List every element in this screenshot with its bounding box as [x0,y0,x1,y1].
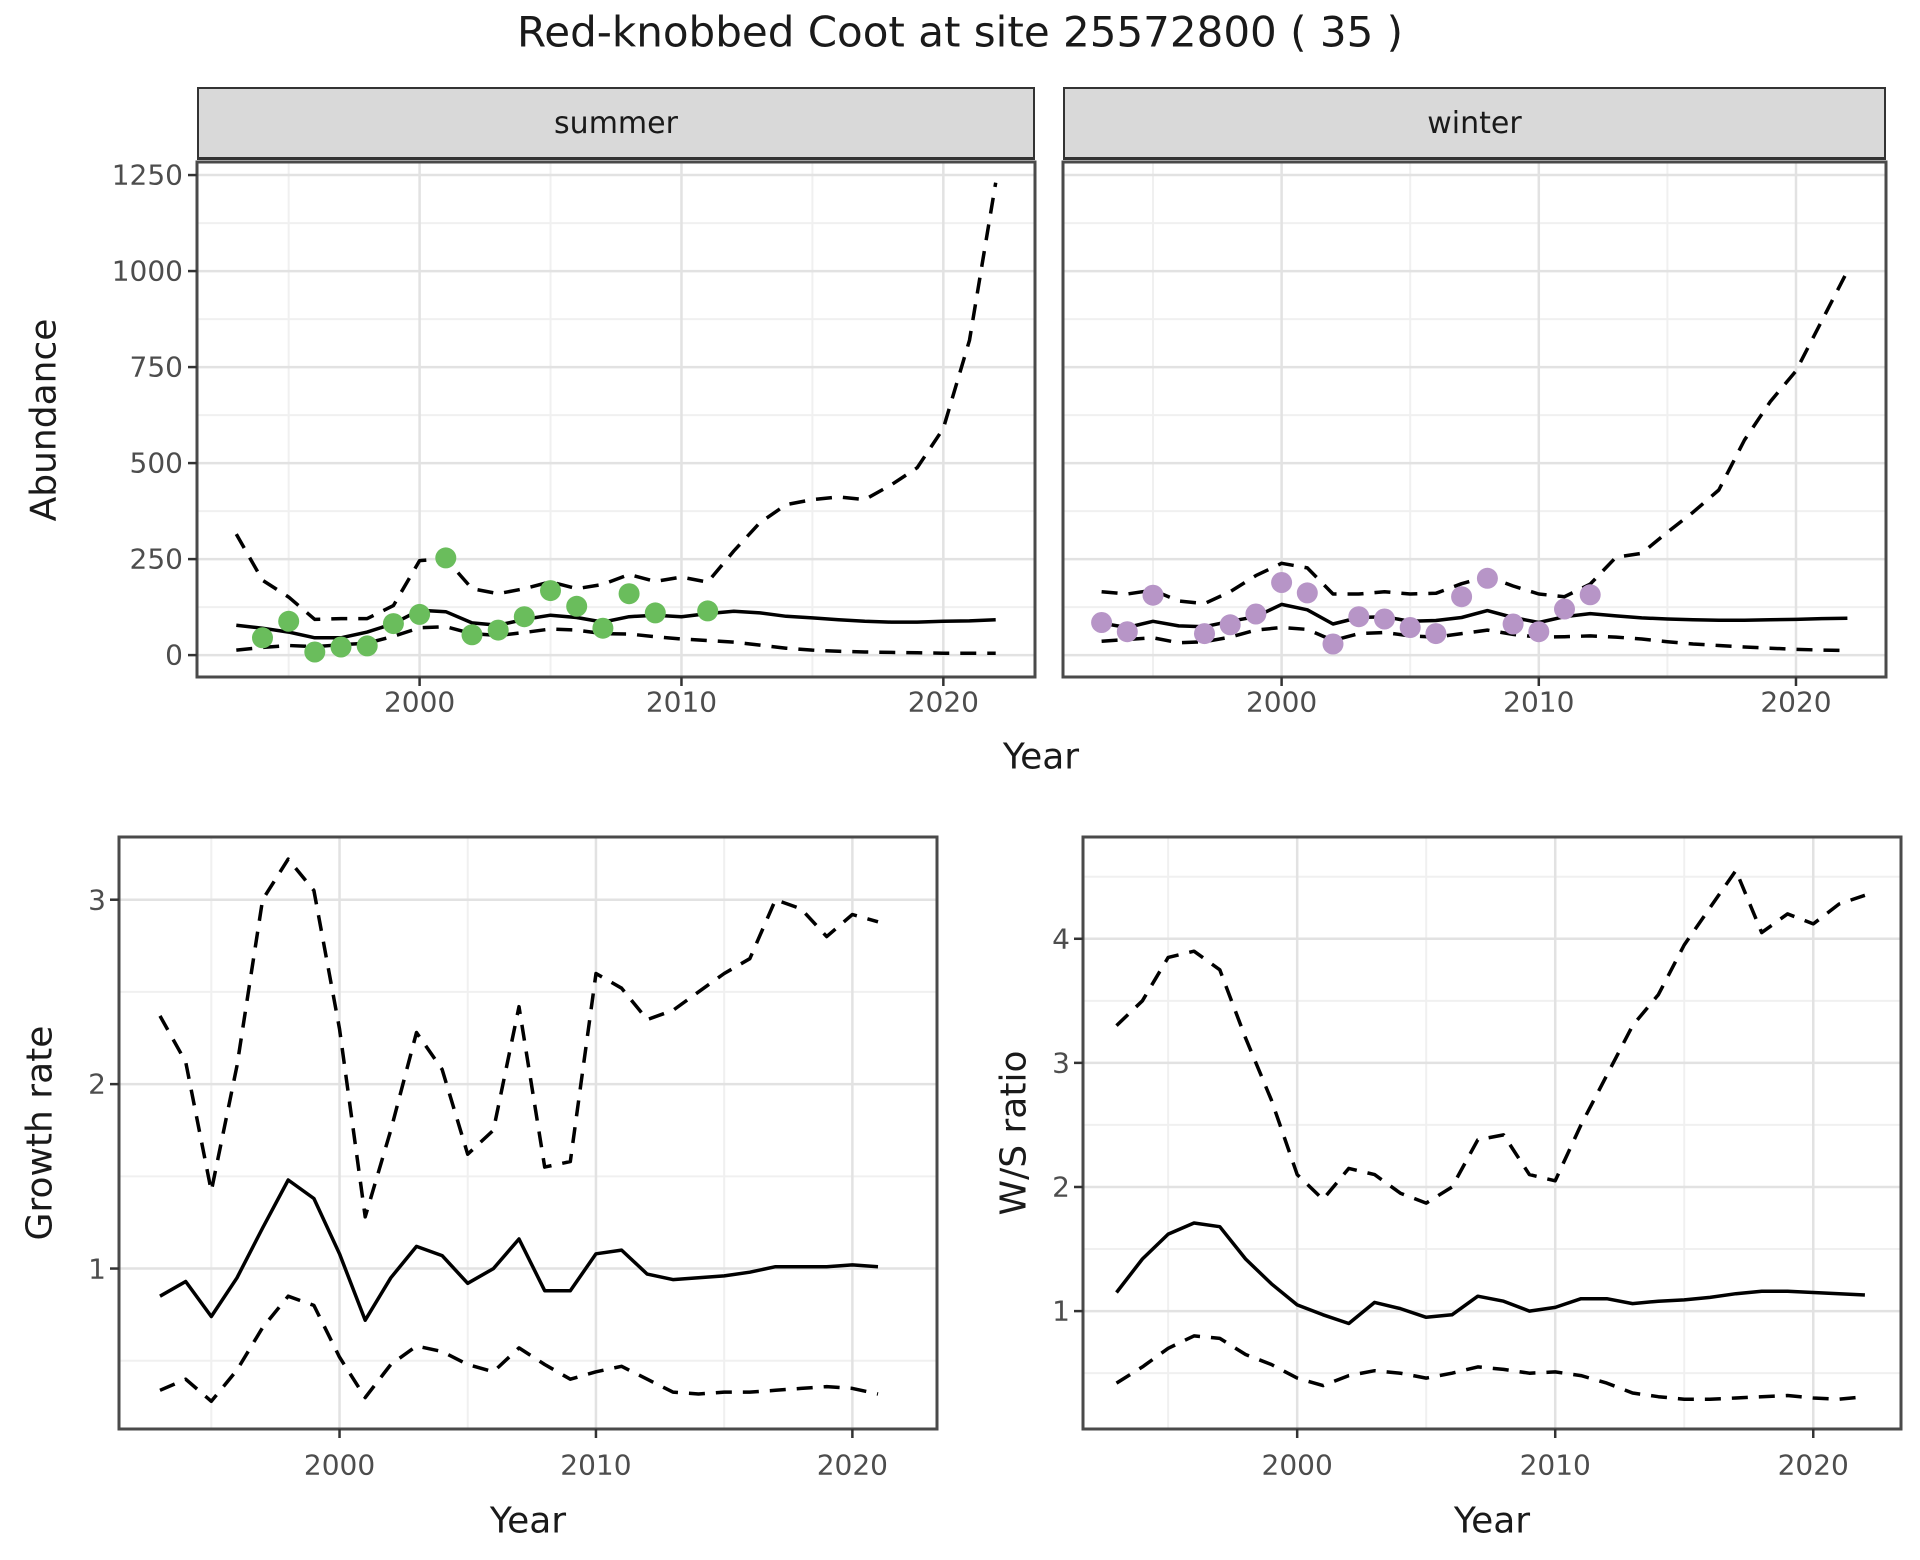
abundance-winter-data-point [1502,613,1524,635]
abundance-summer-data-point [618,583,640,605]
abundance-summer-panel-bg [197,162,1035,677]
abundance-summer-data-point [382,613,404,635]
abundance-winter-data-point [1116,621,1138,643]
abundance-summer-y-tick-label: 250 [129,542,183,576]
ws-ratio-x-tick-label: 2020 [1777,1448,1849,1482]
ws-ratio-y-tick-label: 3 [1052,1046,1070,1080]
abundance-winter-data-point [1399,617,1421,638]
abundance-winter-x-tick-label: 2020 [1760,685,1832,719]
abundance-winter-data-point [1425,623,1447,645]
x-axis-title-year-bottom-left: Year [489,1500,567,1542]
ws-ratio-median-line [1115,1221,1865,1326]
abundance-summer-data-point [592,617,614,639]
abundance-summer-data-point [409,603,431,625]
abundance-winter-data-point [1194,623,1215,645]
ws-ratio-x-tick-label: 2010 [1519,1448,1591,1482]
facet-strip-winter: winter [1063,87,1886,160]
ws-ratio-lower_ci-line [1115,1334,1866,1401]
y-axis-title-abundance: Abundance [23,318,65,522]
abundance-winter-median-line [1101,602,1848,630]
growth-rate-y-tick-label: 2 [88,1067,106,1101]
abundance-summer-data-point [566,595,588,617]
abundance-summer-data-point [278,610,300,632]
abundance-winter-data-point [1374,608,1395,630]
abundance-summer-lower_ci-line [236,624,996,655]
abundance-winter-panel-border [1061,160,1888,679]
abundance-summer-median-line [236,608,996,640]
abundance-winter-data-point [1322,633,1344,655]
abundance-winter-x-tick-label: 2010 [1503,685,1575,719]
y-axis-title-growth-rate: Growth rate [19,1025,61,1241]
abundance-summer-data-point [252,627,273,649]
abundance-winter-data-point [1296,582,1318,604]
abundance-summer-y-tick-label: 0 [165,638,183,672]
growth-rate-y-tick-label: 1 [88,1252,106,1286]
abundance-summer-data-point [697,600,719,622]
abundance-summer-y-tick-label: 750 [129,350,183,384]
facet-strip-summer: summer [197,87,1035,160]
abundance-summer-data-point [435,547,457,569]
abundance-winter-data-point [1091,612,1113,633]
plot-title: Red-knobbed Coot at site 25572800 ( 35 ) [516,7,1404,57]
y-axis-title-ws-ratio: W/S ratio [993,1050,1035,1216]
ws-ratio-y-tick-label: 2 [1052,1170,1070,1204]
abundance-summer-data-point [356,635,378,657]
ws-ratio-y-tick-label: 1 [1052,1294,1070,1328]
abundance-winter-data-point [1219,614,1241,636]
abundance-winter-data-point [1348,606,1370,628]
growth-rate-x-tick-label: 2000 [303,1448,376,1482]
abundance-winter-lower_ci-line [1101,625,1848,653]
growth-rate-x-tick-label: 2010 [560,1448,632,1482]
abundance-winter-data-point [1142,584,1164,606]
abundance-winter-data-point [1451,586,1473,608]
ws-ratio-x-tick-label: 2000 [1261,1448,1333,1482]
ws-ratio-upper_ci-line [1115,868,1866,1205]
abundance-summer-data-point [304,641,326,663]
growth-rate-x-tick-label: 2020 [816,1448,889,1482]
ws-ratio-panel-bg [1083,837,1901,1429]
abundance-summer-y-tick-label: 500 [129,446,183,480]
growth-rate-y-tick-label: 3 [88,883,106,917]
facet-strip-summer-label: summer [554,105,678,141]
abundance-summer-data-point [461,624,483,646]
abundance-summer-data-point [513,606,535,628]
abundance-winter-x-tick-label: 2000 [1245,685,1318,719]
facet-strip-winter-label: winter [1427,105,1522,141]
growth-rate-median-line [159,1178,879,1322]
abundance-winter-data-point [1476,567,1498,589]
abundance-winter-data-point [1528,621,1550,643]
ws-ratio-panel-border [1081,835,1903,1431]
growth-rate-panel-bg [119,837,937,1429]
abundance-summer-upper_ci-line [234,182,998,622]
abundance-summer-y-tick-label: 1000 [111,254,183,288]
abundance-winter-panel-bg [1063,162,1886,677]
abundance-winter-upper_ci-line [1101,270,1849,606]
growth-rate-panel-border [117,835,939,1431]
abundance-summer-x-tick-label: 2010 [645,685,718,719]
abundance-winter-data-point [1245,603,1267,625]
abundance-summer-x-tick-label: 2020 [907,685,979,719]
abundance-summer-data-point [487,619,509,641]
x-axis-title-year-bottom-right: Year [1453,1500,1531,1542]
abundance-summer-x-tick-label: 2000 [383,685,456,719]
abundance-summer-data-point [540,580,561,602]
growth-rate-lower_ci-line [159,1294,879,1404]
abundance-winter-data-point [1271,572,1293,593]
ws-ratio-y-tick-label: 4 [1052,922,1070,956]
x-axis-title-year-top: Year [1002,736,1080,778]
abundance-summer-y-tick-label: 1250 [111,158,183,192]
abundance-winter-data-point [1554,598,1575,620]
abundance-summer-data-point [330,636,352,658]
abundance-summer-data-point [644,602,666,624]
abundance-winter-data-point [1579,584,1601,606]
growth-rate-upper_ci-line [158,857,879,1219]
abundance-summer-panel-border [195,160,1037,679]
